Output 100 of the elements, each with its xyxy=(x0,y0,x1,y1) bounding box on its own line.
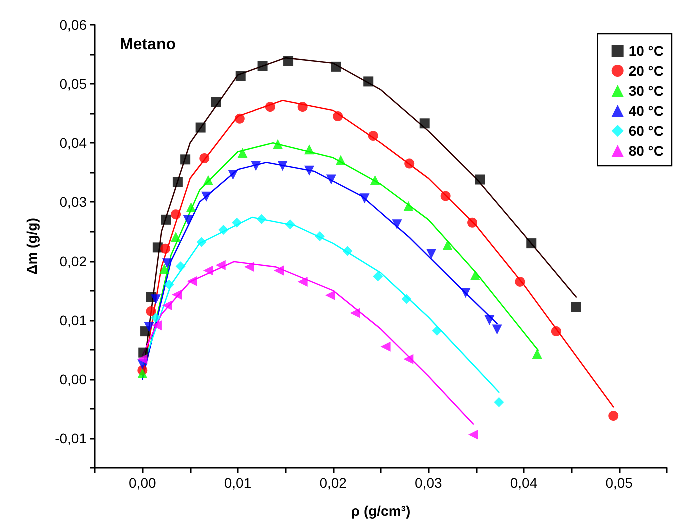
legend-label: 30 °C xyxy=(628,83,664,99)
point xyxy=(183,216,194,226)
legend-label: 10 °C xyxy=(628,43,664,59)
point xyxy=(492,324,502,335)
point xyxy=(228,170,238,180)
point xyxy=(342,246,353,256)
point xyxy=(404,354,414,364)
point xyxy=(285,220,296,230)
point xyxy=(526,238,537,249)
x-tick-label: 0,00 xyxy=(129,475,157,491)
point xyxy=(151,294,162,305)
point xyxy=(515,276,526,287)
point xyxy=(360,194,370,204)
point xyxy=(331,62,342,72)
point xyxy=(333,112,344,122)
y-axis-title: Δm (g/g) xyxy=(24,218,40,275)
point xyxy=(392,220,402,230)
point xyxy=(187,276,198,286)
point xyxy=(304,166,314,176)
y-tick-label: 0,04 xyxy=(60,135,88,152)
point xyxy=(325,290,336,301)
y-tick-label: 0,06 xyxy=(60,17,88,33)
point xyxy=(350,308,360,318)
point xyxy=(532,349,542,359)
point xyxy=(180,154,191,165)
point xyxy=(304,144,314,155)
point xyxy=(420,118,430,129)
y-tick-label: 0,00 xyxy=(60,371,88,388)
point xyxy=(138,354,148,364)
point xyxy=(151,312,162,323)
point xyxy=(203,266,214,276)
point xyxy=(238,148,248,158)
point xyxy=(571,302,582,312)
point xyxy=(176,262,186,272)
point xyxy=(234,114,245,124)
point xyxy=(203,175,214,186)
point xyxy=(256,214,267,224)
point xyxy=(232,218,242,228)
point xyxy=(404,158,415,169)
annotation: Metano xyxy=(120,36,176,54)
point xyxy=(273,139,284,150)
point xyxy=(171,210,182,220)
point xyxy=(152,320,162,331)
point xyxy=(200,153,210,164)
point xyxy=(373,272,384,282)
legend-label: 20 °C xyxy=(628,63,664,79)
point xyxy=(475,174,486,185)
point xyxy=(144,322,154,332)
point xyxy=(172,177,183,188)
point xyxy=(258,61,268,72)
point xyxy=(468,218,478,228)
point xyxy=(494,397,504,408)
point xyxy=(370,175,380,186)
point xyxy=(196,122,206,133)
point xyxy=(402,294,412,304)
point xyxy=(211,97,222,108)
point xyxy=(426,249,437,260)
point xyxy=(380,342,391,352)
x-tick-label: 0,04 xyxy=(510,475,538,491)
point xyxy=(160,264,170,274)
x-tick-label: 0,03 xyxy=(415,475,443,491)
point xyxy=(164,280,174,290)
point xyxy=(368,131,378,142)
y-tick-label: 0,05 xyxy=(60,76,88,92)
y-tick-label: 0,02 xyxy=(60,253,88,270)
point xyxy=(460,288,471,298)
point xyxy=(202,192,212,202)
point xyxy=(236,71,246,82)
legend-label: 40 °C xyxy=(628,103,664,119)
point xyxy=(298,276,308,287)
point xyxy=(364,76,374,87)
legend-label: 60 °C xyxy=(628,123,664,139)
point xyxy=(160,244,171,254)
point xyxy=(138,368,148,378)
point xyxy=(336,155,346,166)
x-tick-label: 0,01 xyxy=(224,475,252,491)
point xyxy=(298,102,308,112)
y-tick-label: -0,01 xyxy=(55,430,88,446)
point xyxy=(274,266,284,276)
y-tick-label: 0,01 xyxy=(60,312,88,328)
point xyxy=(172,290,182,300)
legend-label: 80 °C xyxy=(628,143,664,159)
x-tick-label: 0,05 xyxy=(606,475,634,491)
point xyxy=(162,300,172,311)
point xyxy=(196,237,207,248)
point xyxy=(608,411,619,422)
x-axis-title: ρ (g/cm³) xyxy=(351,503,411,519)
point xyxy=(440,191,451,202)
point xyxy=(251,161,262,172)
point xyxy=(432,326,442,336)
point xyxy=(265,102,276,112)
point xyxy=(146,306,156,316)
point xyxy=(244,262,254,272)
point xyxy=(404,201,414,212)
point xyxy=(484,315,495,326)
point xyxy=(442,240,453,250)
point xyxy=(470,270,480,280)
point xyxy=(186,202,196,213)
point xyxy=(284,56,294,66)
point xyxy=(218,224,229,235)
